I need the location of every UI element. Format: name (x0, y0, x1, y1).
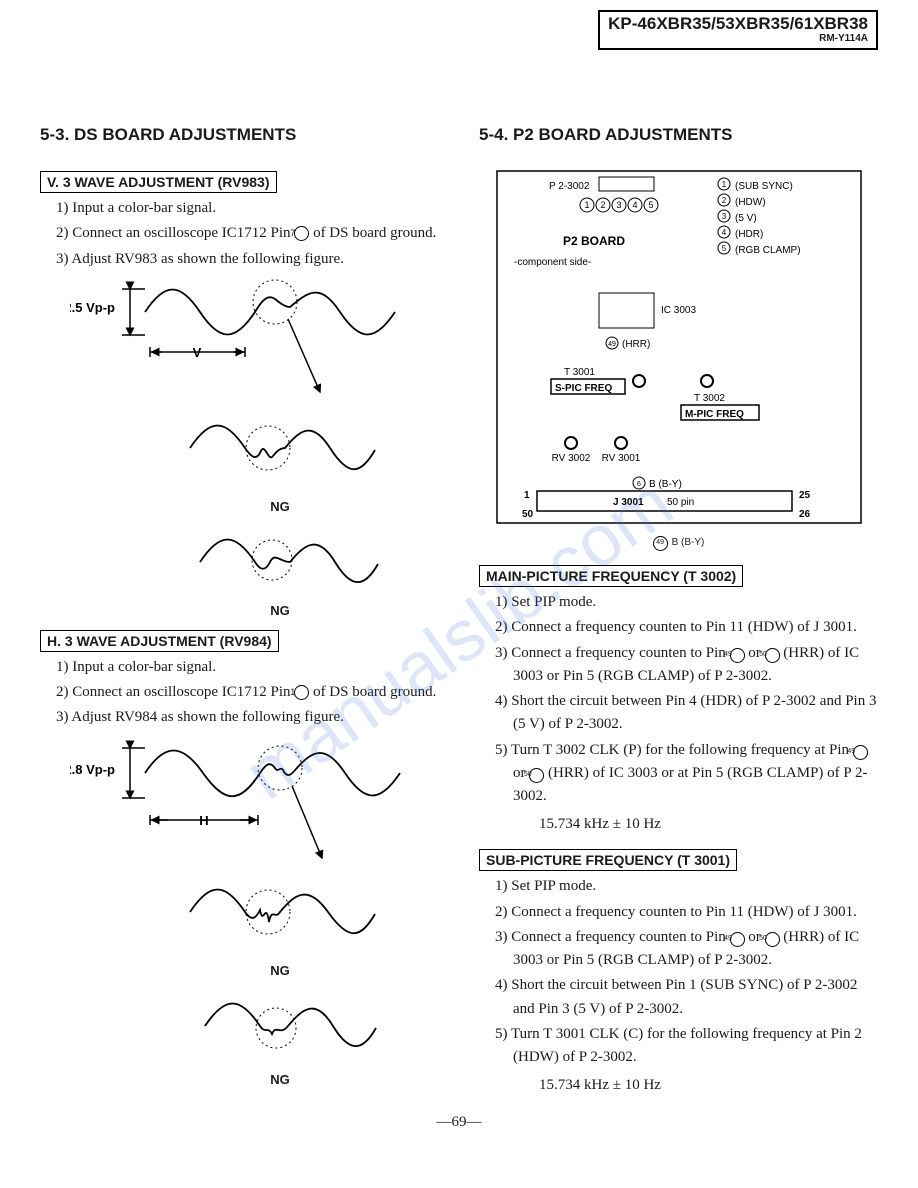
v3-heading-box: V. 3 WAVE ADJUSTMENT (RV983) (40, 171, 277, 193)
svg-text:RV 3002: RV 3002 (551, 453, 590, 464)
v3-ng1-wave (180, 408, 380, 493)
svg-text:B (B-Y): B (B-Y) (649, 479, 682, 490)
svg-text:-component side-: -component side- (514, 257, 591, 268)
svg-text:1: 1 (524, 490, 530, 501)
svg-text:H: H (199, 813, 208, 828)
svg-text:5: 5 (648, 200, 653, 210)
h3-ng2-wave (180, 986, 380, 1066)
h3-step3: 3) Adjust RV984 as shown the following f… (40, 706, 439, 729)
h3-step1: 1) Input a color-bar signal. (40, 656, 439, 679)
svg-text:V: V (192, 345, 201, 360)
h3-heading-box: H. 3 WAVE ADJUSTMENT (RV984) (40, 630, 279, 652)
main-s3: 3) Connect a frequency counten to Pin 49… (479, 642, 878, 689)
v3-ng2-wave (180, 522, 380, 597)
svg-text:(HDW): (HDW) (735, 197, 766, 208)
subpic-steps: 1) Set PIP mode. 2) Connect a frequency … (479, 875, 878, 1069)
svg-text:IC 3003: IC 3003 (661, 305, 696, 316)
svg-text:3: 3 (721, 212, 726, 221)
p2-board-diagram: P 2-3002 1 2 3 4 5 1 (SUB SYNC) 2 (HDW) … (489, 165, 869, 530)
svg-text:1: 1 (721, 180, 726, 189)
svg-text:50 pin: 50 pin (667, 497, 694, 508)
circled-1-icon: 1 (294, 685, 309, 700)
svg-text:S-PIC FREQ: S-PIC FREQ (555, 383, 612, 394)
svg-text:T 3001: T 3001 (564, 367, 595, 378)
h3-steps: 1) Input a color-bar signal. 2) Connect … (40, 656, 439, 730)
v3-ng1-label: NG (180, 499, 380, 514)
svg-text:M-PIC FREQ: M-PIC FREQ (685, 409, 744, 420)
v3-step3: 3) Adjust RV983 as shown the following f… (40, 248, 439, 271)
svg-text:25: 25 (799, 490, 811, 501)
svg-text:49: 49 (608, 341, 616, 348)
svg-text:(RGB CLAMP): (RGB CLAMP) (735, 245, 801, 256)
svg-text:3: 3 (616, 200, 621, 210)
main-s4: 4) Short the circuit between Pin 4 (HDR)… (479, 690, 878, 737)
svg-text:5: 5 (721, 244, 726, 253)
v3-step1: 1) Input a color-bar signal. (40, 197, 439, 220)
section-title-left: 5-3. DS BOARD ADJUSTMENTS (40, 125, 439, 145)
h3-step2: 2) Connect an oscilloscope IC1712 Pin 1 … (40, 681, 439, 704)
mainpic-steps: 1) Set PIP mode. 2) Connect a frequency … (479, 591, 878, 808)
sub-s2: 2) Connect a frequency counten to Pin 11… (479, 901, 878, 924)
v3-step2: 2) Connect an oscilloscope IC1712 Pin 7 … (40, 222, 439, 245)
svg-text:2: 2 (721, 196, 726, 205)
svg-text:P2 BOARD: P2 BOARD (562, 234, 624, 248)
v3-main-wave-diagram: 2.5 Vp-p V (70, 277, 410, 402)
sub-s5: 5) Turn T 3001 CLK (C) for the following… (479, 1023, 878, 1070)
main-s2: 2) Connect a frequency counten to Pin 11… (479, 616, 878, 639)
sub-freq: 15.734 kHz ± 10 Hz (539, 1077, 878, 1094)
h3-ng2-label: NG (180, 1072, 380, 1087)
mainpic-heading-box: MAIN-PICTURE FREQUENCY (T 3002) (479, 565, 743, 587)
svg-text:50: 50 (522, 509, 534, 520)
main-freq: 15.734 kHz ± 10 Hz (539, 816, 878, 833)
model-sub: RM-Y114A (608, 34, 868, 44)
svg-text:1: 1 (584, 200, 589, 210)
svg-text:4: 4 (632, 200, 637, 210)
bby-bottom: B (B-Y) (672, 537, 705, 548)
sub-s3: 3) Connect a frequency counten to Pin 49… (479, 926, 878, 973)
svg-text:(5 V): (5 V) (735, 213, 757, 224)
section-title-right: 5-4. P2 BOARD ADJUSTMENTS (479, 125, 878, 145)
left-column: 5-3. DS BOARD ADJUSTMENTS V. 3 WAVE ADJU… (40, 125, 439, 1104)
model-number: KP-46XBR35/53XBR35/61XBR38 (608, 14, 868, 34)
svg-text:2: 2 (600, 200, 605, 210)
v3-steps: 1) Input a color-bar signal. 2) Connect … (40, 197, 439, 271)
svg-text:(HRR): (HRR) (622, 339, 650, 350)
svg-text:2.5 Vp-p: 2.5 Vp-p (70, 300, 115, 315)
svg-text:2.8 Vp-p: 2.8 Vp-p (70, 762, 115, 777)
sub-s1: 1) Set PIP mode. (479, 875, 878, 898)
subpic-heading-box: SUB-PICTURE FREQUENCY (T 3001) (479, 849, 737, 871)
svg-text:(SUB SYNC): (SUB SYNC) (735, 181, 793, 192)
right-column: 5-4. P2 BOARD ADJUSTMENTS P 2-3002 1 2 3… (479, 125, 878, 1104)
svg-text:P 2-3002: P 2-3002 (549, 181, 590, 192)
model-header: KP-46XBR35/53XBR35/61XBR38 RM-Y114A (598, 10, 878, 50)
h3-ng1-wave (180, 872, 380, 957)
svg-text:26: 26 (799, 509, 811, 520)
v3-ng2-label: NG (180, 603, 380, 618)
svg-text:RV 3001: RV 3001 (601, 453, 640, 464)
svg-text:(HDR): (HDR) (735, 229, 763, 240)
svg-text:J 3001: J 3001 (613, 497, 644, 508)
svg-text:6: 6 (637, 481, 641, 488)
svg-text:T 3002: T 3002 (694, 393, 725, 404)
sub-s4: 4) Short the circuit between Pin 1 (SUB … (479, 974, 878, 1021)
circled-49-icon: 49 (653, 536, 668, 551)
svg-text:4: 4 (721, 228, 726, 237)
h3-ng1-label: NG (180, 963, 380, 978)
page-number: —69— (40, 1114, 878, 1131)
h3-main-wave-diagram: 2.8 Vp-p H (70, 736, 410, 866)
main-s1: 1) Set PIP mode. (479, 591, 878, 614)
circled-7-icon: 7 (294, 226, 309, 241)
main-s5: 5) Turn T 3002 CLK (P) for the following… (479, 739, 878, 809)
